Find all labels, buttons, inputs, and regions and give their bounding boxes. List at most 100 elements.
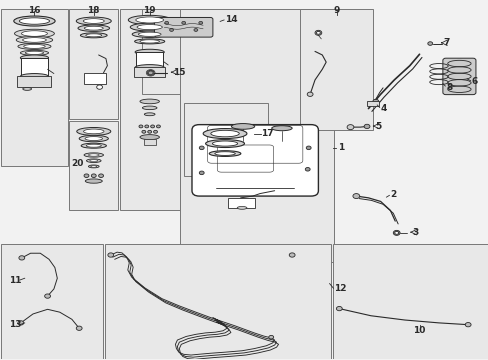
Ellipse shape — [130, 23, 169, 31]
Circle shape — [199, 171, 203, 175]
Circle shape — [18, 321, 24, 325]
Circle shape — [147, 130, 151, 133]
Ellipse shape — [91, 166, 97, 167]
Bar — [143, 139, 155, 145]
Ellipse shape — [20, 73, 48, 79]
Bar — [18, 76, 51, 87]
Bar — [228, 198, 255, 208]
Ellipse shape — [142, 106, 157, 110]
Circle shape — [99, 174, 103, 177]
Ellipse shape — [85, 179, 102, 183]
Ellipse shape — [231, 123, 254, 129]
Text: 7: 7 — [442, 38, 448, 47]
Bar — [366, 102, 378, 107]
Bar — [105, 244, 330, 359]
Ellipse shape — [140, 40, 159, 43]
Circle shape — [314, 30, 321, 35]
Text: 5: 5 — [374, 122, 380, 131]
Ellipse shape — [209, 151, 241, 157]
Text: 14: 14 — [224, 15, 237, 24]
Ellipse shape — [25, 51, 43, 54]
Text: 6: 6 — [470, 77, 477, 86]
Circle shape — [182, 21, 185, 24]
Circle shape — [153, 130, 157, 133]
Ellipse shape — [134, 39, 164, 44]
Bar — [142, 9, 229, 94]
Text: 15: 15 — [172, 68, 184, 77]
Text: 3: 3 — [411, 228, 418, 237]
Bar — [183, 103, 267, 176]
Ellipse shape — [140, 99, 159, 104]
Text: 20: 20 — [71, 159, 83, 168]
Circle shape — [346, 125, 353, 130]
Bar — [21, 58, 47, 76]
Text: 1: 1 — [337, 143, 344, 152]
Bar — [332, 244, 487, 359]
Circle shape — [392, 230, 399, 235]
Ellipse shape — [16, 36, 53, 44]
Ellipse shape — [23, 87, 31, 90]
FancyBboxPatch shape — [192, 125, 318, 196]
Circle shape — [19, 256, 25, 260]
Ellipse shape — [210, 130, 239, 137]
Circle shape — [91, 174, 96, 177]
Circle shape — [169, 28, 173, 31]
FancyBboxPatch shape — [442, 58, 475, 95]
Ellipse shape — [18, 43, 51, 49]
Text: 2: 2 — [389, 190, 396, 199]
Ellipse shape — [23, 44, 45, 48]
Circle shape — [288, 253, 294, 257]
Circle shape — [76, 326, 82, 330]
Circle shape — [306, 92, 312, 96]
Circle shape — [147, 70, 154, 75]
Ellipse shape — [80, 33, 107, 38]
Text: 12: 12 — [334, 284, 346, 293]
Ellipse shape — [128, 15, 171, 24]
Ellipse shape — [214, 152, 235, 156]
Circle shape — [394, 231, 398, 234]
Ellipse shape — [85, 137, 102, 140]
Ellipse shape — [144, 113, 155, 116]
Bar — [69, 121, 118, 210]
Ellipse shape — [84, 153, 103, 157]
Ellipse shape — [138, 32, 161, 36]
Ellipse shape — [20, 18, 49, 24]
Bar — [119, 9, 180, 210]
Circle shape — [427, 42, 432, 45]
Ellipse shape — [76, 17, 111, 25]
Circle shape — [464, 323, 470, 327]
Circle shape — [144, 125, 148, 128]
Circle shape — [194, 28, 198, 31]
Circle shape — [199, 21, 202, 24]
Ellipse shape — [21, 31, 47, 36]
Ellipse shape — [83, 19, 104, 23]
Text: 13: 13 — [9, 320, 21, 329]
Circle shape — [336, 306, 342, 311]
Circle shape — [305, 146, 310, 150]
Circle shape — [156, 125, 160, 128]
Ellipse shape — [137, 24, 162, 30]
Circle shape — [305, 167, 309, 171]
Ellipse shape — [140, 135, 159, 140]
FancyBboxPatch shape — [154, 18, 212, 37]
Ellipse shape — [205, 140, 244, 148]
Bar — [180, 9, 334, 262]
Text: 9: 9 — [333, 6, 339, 15]
Ellipse shape — [86, 144, 101, 147]
Ellipse shape — [271, 126, 291, 131]
Text: 19: 19 — [143, 6, 156, 15]
Ellipse shape — [14, 16, 55, 26]
Ellipse shape — [78, 25, 109, 31]
Circle shape — [372, 99, 378, 104]
Ellipse shape — [136, 17, 163, 23]
Ellipse shape — [203, 129, 246, 139]
Circle shape — [268, 336, 273, 339]
Ellipse shape — [237, 206, 246, 209]
Ellipse shape — [212, 141, 237, 146]
Ellipse shape — [20, 55, 48, 61]
Circle shape — [364, 124, 369, 129]
Text: 16: 16 — [28, 6, 41, 15]
Circle shape — [199, 146, 203, 150]
Text: 4: 4 — [380, 104, 386, 113]
Bar — [84, 73, 106, 84]
